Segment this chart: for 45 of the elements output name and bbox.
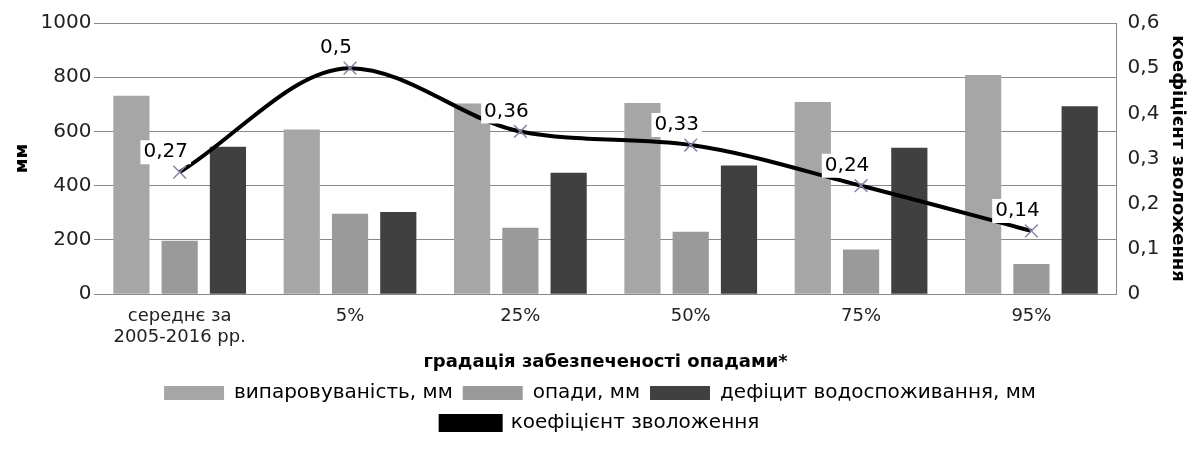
- data-label: 0,5: [320, 34, 352, 59]
- bar: [842, 249, 880, 294]
- bar: [1061, 106, 1098, 294]
- y-tick-label: 1000: [40, 9, 92, 34]
- x-tick-label: 50%: [670, 303, 711, 325]
- x-axis-title: градація забезпеченості опадами*: [423, 349, 789, 371]
- y-tick-label: 600: [53, 117, 92, 142]
- bar: [550, 172, 587, 294]
- data-label: 0,36: [484, 97, 529, 122]
- x-tick-label: 5%: [335, 303, 365, 325]
- bar: [380, 212, 417, 294]
- x-tick-label: 25%: [500, 303, 541, 325]
- y2-tick-label: 0: [1127, 280, 1141, 305]
- y-tick-label: 200: [53, 226, 92, 251]
- y-tick-label: 400: [53, 171, 92, 196]
- x-tick-label: 95%: [1011, 303, 1052, 325]
- y-tick-label: 800: [53, 63, 92, 88]
- x-tick-label: середнє за 2005-2016 рр.: [113, 303, 246, 347]
- data-label: 0,14: [995, 197, 1040, 222]
- y2-tick-label: 0,1: [1127, 235, 1160, 260]
- bar: [209, 146, 247, 294]
- data-label: 0,27: [143, 138, 188, 163]
- bar: [502, 227, 539, 294]
- legend-label: опади, мм: [532, 379, 641, 404]
- y-tick-label: 0: [78, 280, 92, 305]
- bar: [331, 213, 369, 294]
- y2-axis-title: коефіцієнт зволоження: [1168, 35, 1190, 282]
- bar: [1013, 264, 1050, 294]
- bar: [283, 129, 320, 294]
- y-axis-title: мм: [10, 143, 32, 174]
- y2-tick-label: 0,4: [1127, 99, 1160, 124]
- bar: [672, 231, 709, 294]
- legend-label: дефіцит водоспоживання, мм: [720, 379, 1036, 404]
- bar: [161, 240, 198, 294]
- data-label: 0,24: [824, 151, 870, 176]
- y2-tick-label: 0,6: [1127, 9, 1160, 34]
- bar: [720, 165, 758, 294]
- bar: [891, 147, 928, 294]
- legend-label: коефіцієнт зволоження: [510, 409, 760, 434]
- y2-tick-label: 0,2: [1127, 190, 1160, 214]
- x-tick-label: 75%: [841, 303, 882, 325]
- legend-label: випаровуваність, мм: [234, 379, 453, 404]
- y2-tick-label: 0,3: [1127, 144, 1160, 169]
- y2-tick-label: 0,5: [1127, 54, 1160, 79]
- data-label: 0,33: [654, 111, 699, 136]
